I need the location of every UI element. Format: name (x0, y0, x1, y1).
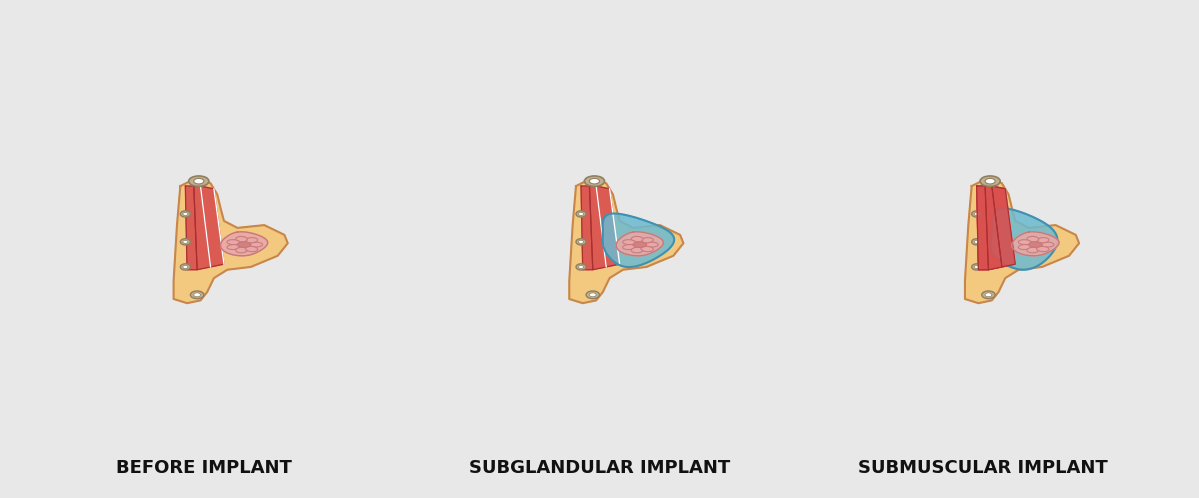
Polygon shape (992, 186, 1016, 267)
Ellipse shape (235, 248, 247, 253)
Ellipse shape (971, 239, 982, 245)
Ellipse shape (980, 176, 1000, 186)
Ellipse shape (188, 176, 209, 186)
Ellipse shape (194, 293, 200, 297)
Ellipse shape (246, 238, 258, 243)
Polygon shape (186, 186, 197, 270)
Ellipse shape (180, 264, 191, 270)
Ellipse shape (235, 237, 247, 242)
Polygon shape (570, 178, 683, 303)
Ellipse shape (576, 239, 586, 245)
Ellipse shape (1037, 247, 1049, 251)
Ellipse shape (1029, 242, 1042, 248)
Polygon shape (990, 208, 1058, 270)
Polygon shape (965, 178, 1079, 303)
Polygon shape (977, 186, 988, 270)
Ellipse shape (1041, 242, 1054, 247)
Ellipse shape (590, 178, 600, 184)
Polygon shape (194, 186, 211, 270)
Ellipse shape (971, 264, 982, 270)
Ellipse shape (974, 265, 980, 268)
Ellipse shape (1026, 248, 1038, 253)
Polygon shape (986, 186, 1002, 270)
Ellipse shape (622, 240, 635, 245)
Ellipse shape (227, 240, 240, 245)
Ellipse shape (982, 291, 995, 299)
Polygon shape (1012, 232, 1059, 256)
Ellipse shape (191, 291, 204, 299)
Ellipse shape (590, 293, 596, 297)
Polygon shape (174, 178, 288, 303)
Ellipse shape (631, 248, 643, 253)
Ellipse shape (182, 265, 188, 268)
Ellipse shape (249, 242, 263, 247)
Ellipse shape (986, 293, 992, 297)
Polygon shape (200, 186, 224, 267)
Ellipse shape (246, 247, 258, 251)
Ellipse shape (576, 211, 586, 217)
Ellipse shape (974, 241, 980, 244)
Polygon shape (582, 186, 592, 270)
Ellipse shape (194, 178, 204, 184)
Ellipse shape (578, 265, 584, 268)
Polygon shape (221, 232, 267, 256)
Ellipse shape (1026, 237, 1038, 242)
Ellipse shape (180, 239, 191, 245)
Ellipse shape (1018, 245, 1031, 249)
Ellipse shape (182, 241, 188, 244)
Text: SUBMUSCULAR IMPLANT: SUBMUSCULAR IMPLANT (858, 459, 1108, 477)
Ellipse shape (584, 176, 604, 186)
Ellipse shape (578, 241, 584, 244)
Polygon shape (596, 186, 620, 267)
Ellipse shape (971, 211, 982, 217)
Ellipse shape (645, 242, 658, 247)
Polygon shape (986, 186, 1002, 270)
Polygon shape (603, 214, 674, 267)
Ellipse shape (182, 213, 188, 216)
Ellipse shape (227, 245, 240, 249)
Polygon shape (590, 186, 607, 270)
Ellipse shape (586, 291, 600, 299)
Ellipse shape (237, 242, 251, 248)
Text: BEFORE IMPLANT: BEFORE IMPLANT (116, 459, 291, 477)
Polygon shape (616, 232, 663, 256)
Ellipse shape (986, 178, 995, 184)
Ellipse shape (633, 242, 646, 248)
Text: SUBGLANDULAR IMPLANT: SUBGLANDULAR IMPLANT (469, 459, 730, 477)
Ellipse shape (641, 247, 653, 251)
Ellipse shape (641, 238, 653, 243)
Ellipse shape (622, 245, 635, 249)
Ellipse shape (576, 264, 586, 270)
Polygon shape (977, 186, 988, 270)
Ellipse shape (1018, 240, 1031, 245)
Ellipse shape (1037, 238, 1049, 243)
Polygon shape (992, 186, 1016, 267)
Ellipse shape (180, 211, 191, 217)
Ellipse shape (631, 237, 643, 242)
Ellipse shape (578, 213, 584, 216)
Ellipse shape (974, 213, 980, 216)
